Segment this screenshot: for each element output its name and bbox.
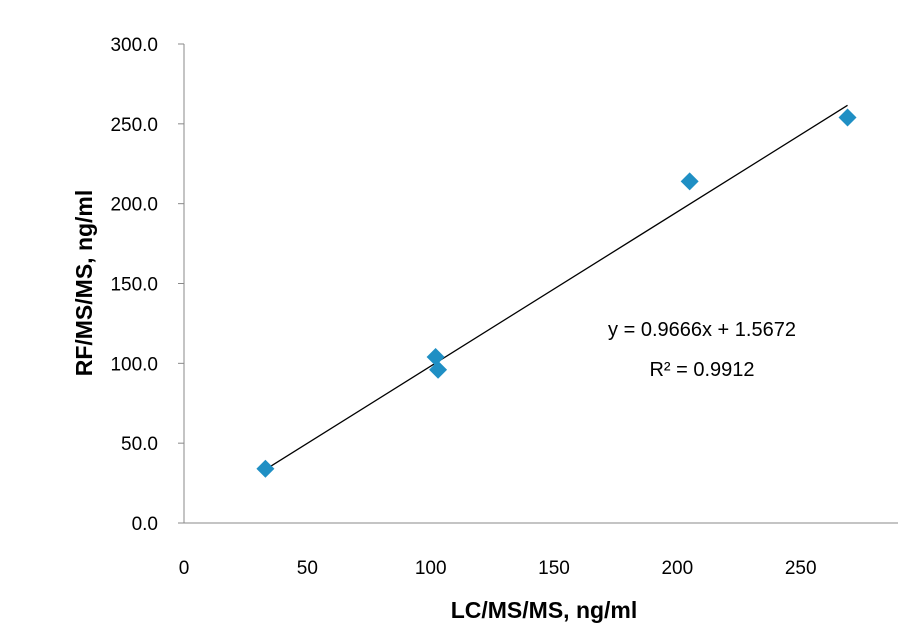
plot-area <box>256 104 857 478</box>
data-point <box>429 360 448 379</box>
y-tick-label: 200.0 <box>110 195 158 216</box>
x-axis-title: LC/MS/MS, ng/ml <box>451 597 638 623</box>
data-point <box>256 459 275 478</box>
y-tick-label: 100.0 <box>110 354 158 375</box>
trendline-equation: y = 0.9666x + 1.5672 <box>608 319 796 341</box>
data-point <box>838 108 857 127</box>
x-axis: 050100150200250300 <box>179 522 898 579</box>
x-tick-label: 200 <box>661 558 693 579</box>
trendline-r-squared: R² = 0.9912 <box>649 359 754 381</box>
y-tick-label: 150.0 <box>110 275 158 296</box>
x-tick-label: 250 <box>785 558 817 579</box>
data-point <box>426 347 445 366</box>
y-tick-label: 250.0 <box>110 115 158 136</box>
y-tick-label: 0.0 <box>132 514 158 535</box>
x-tick-label: 50 <box>297 558 318 579</box>
y-tick-label: 300.0 <box>110 35 158 56</box>
x-tick-label: 0 <box>179 558 190 579</box>
x-tick-label: 150 <box>538 558 570 579</box>
data-point <box>680 172 699 191</box>
y-axis: 0.0 50.0 100.0 150.0 200.0 250.0 300.0 <box>110 35 185 535</box>
y-tick-label: 50.0 <box>121 434 158 455</box>
x-tick-label: 100 <box>415 558 447 579</box>
y-axis-title: RF/MS/MS, ng/ml <box>71 190 97 377</box>
trendline <box>265 104 848 471</box>
